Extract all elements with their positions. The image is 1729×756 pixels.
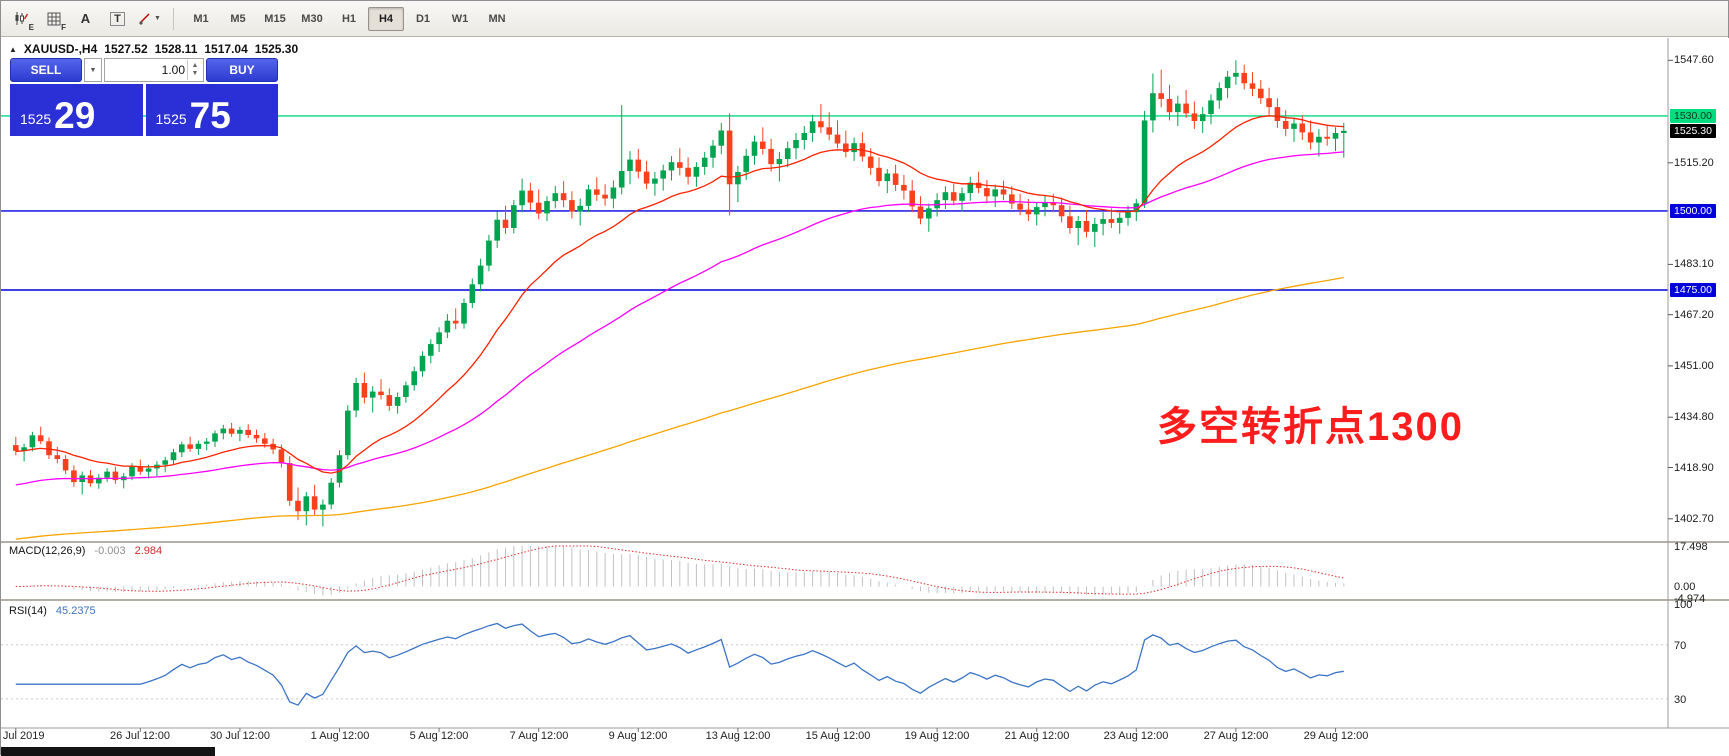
chevron-down-icon: ▼ bbox=[154, 15, 161, 22]
sell-price-small: 1525 bbox=[20, 111, 52, 127]
spinner-up-icon[interactable]: ▲ bbox=[191, 62, 199, 70]
ma-200-line bbox=[15, 276, 1344, 540]
chart-background bbox=[1, 38, 1729, 756]
timeframe-m1[interactable]: M1 bbox=[193, 12, 209, 25]
tool-sub-label: E bbox=[28, 22, 34, 32]
cursor-icon[interactable]: A bbox=[80, 11, 91, 26]
timeframe-d1[interactable]: D1 bbox=[415, 12, 431, 25]
toolbar-separator bbox=[173, 7, 174, 30]
sell-button[interactable]: SELL bbox=[10, 58, 82, 82]
spinner-down-icon[interactable]: ▼ bbox=[191, 70, 199, 77]
main-toolbar: E F A T ▼ M1 M5 M15 M30 H1 H4 D1 W1 MN bbox=[1, 1, 1728, 37]
chart-window: ▲ XAUUSD-,H4 1527.52 1528.11 1517.04 152… bbox=[0, 38, 1729, 756]
volume-spinner[interactable]: ▲ ▼ bbox=[187, 60, 202, 80]
rsi-value: 45.2375 bbox=[55, 605, 96, 617]
timeframe-h1[interactable]: H1 bbox=[341, 12, 357, 25]
ma-18-line bbox=[15, 115, 1344, 474]
toolbar-tools-group: E F A T ▼ bbox=[7, 6, 164, 32]
grid-icon[interactable]: F bbox=[39, 6, 68, 32]
volume-value: 1.00 bbox=[161, 63, 185, 77]
chevron-down-icon: ▼ bbox=[89, 66, 97, 74]
low-value: 1517.04 bbox=[204, 42, 248, 56]
timeframe-m15[interactable]: M15 bbox=[264, 12, 286, 25]
rsi-line bbox=[15, 622, 1344, 706]
timeframe-h4[interactable]: H4 bbox=[368, 6, 404, 31]
price-chart[interactable] bbox=[1, 38, 1729, 756]
sell-price-display[interactable]: 1525 29 bbox=[10, 84, 143, 136]
candles-layer bbox=[13, 60, 1347, 527]
rsi-name: RSI(14) bbox=[9, 605, 47, 617]
macd-indicator-label: MACD(12,26,9) -0.003 2.984 bbox=[9, 545, 162, 557]
symbol-period-label: XAUUSD-,H4 bbox=[23, 42, 98, 56]
chart-annotation[interactable]: 多空转折点1300 bbox=[1157, 405, 1464, 449]
timeframe-m30[interactable]: M30 bbox=[301, 12, 323, 25]
chart-ohlc-header: ▲ XAUUSD-,H4 1527.52 1528.11 1517.04 152… bbox=[9, 42, 298, 56]
trade-controls-row: SELL ▼ 1.00 ▲ ▼ BUY bbox=[10, 58, 278, 82]
timeframe-mn[interactable]: MN bbox=[488, 12, 506, 25]
buy-price-small: 1525 bbox=[155, 111, 187, 127]
trade-prices-row: 1525 29 1525 75 bbox=[10, 84, 278, 136]
rsi-indicator-label: RSI(14) 45.2375 bbox=[9, 605, 96, 617]
timeframe-m5[interactable]: M5 bbox=[230, 12, 246, 25]
buy-price-big: 75 bbox=[189, 94, 231, 136]
tool-sub-label: F bbox=[61, 22, 66, 32]
one-click-trading-panel: SELL ▼ 1.00 ▲ ▼ BUY 1525 29 1525 75 bbox=[10, 58, 278, 136]
buy-price-display[interactable]: 1525 75 bbox=[145, 84, 278, 136]
macd-value-signal: 2.984 bbox=[134, 545, 163, 557]
text-icon[interactable]: T bbox=[103, 6, 132, 32]
volume-dropdown[interactable]: ▼ bbox=[84, 58, 102, 82]
charts-panel-icon[interactable]: E bbox=[7, 6, 36, 32]
sell-price-big: 29 bbox=[54, 94, 96, 136]
expand-triangle-icon[interactable]: ▲ bbox=[9, 44, 17, 54]
taskbar-fragment bbox=[1, 747, 215, 756]
ma-55-line bbox=[15, 151, 1344, 486]
macd-histogram bbox=[23, 546, 1345, 596]
draw-tools-icon[interactable]: ▼ bbox=[135, 6, 164, 32]
buy-button[interactable]: BUY bbox=[206, 58, 278, 82]
timeframe-toolbar: M1 M5 M15 M30 H1 H4 D1 W1 MN bbox=[183, 6, 515, 31]
volume-input[interactable]: 1.00 ▲ ▼ bbox=[104, 58, 204, 82]
timeframe-w1[interactable]: W1 bbox=[451, 12, 469, 25]
macd-value-main: -0.003 bbox=[94, 545, 126, 557]
macd-name: MACD(12,26,9) bbox=[9, 545, 86, 557]
close-value: 1525.30 bbox=[254, 42, 299, 56]
high-value: 1528.11 bbox=[154, 42, 198, 56]
macd-signal-line bbox=[15, 545, 1344, 595]
open-value: 1527.52 bbox=[104, 42, 148, 56]
